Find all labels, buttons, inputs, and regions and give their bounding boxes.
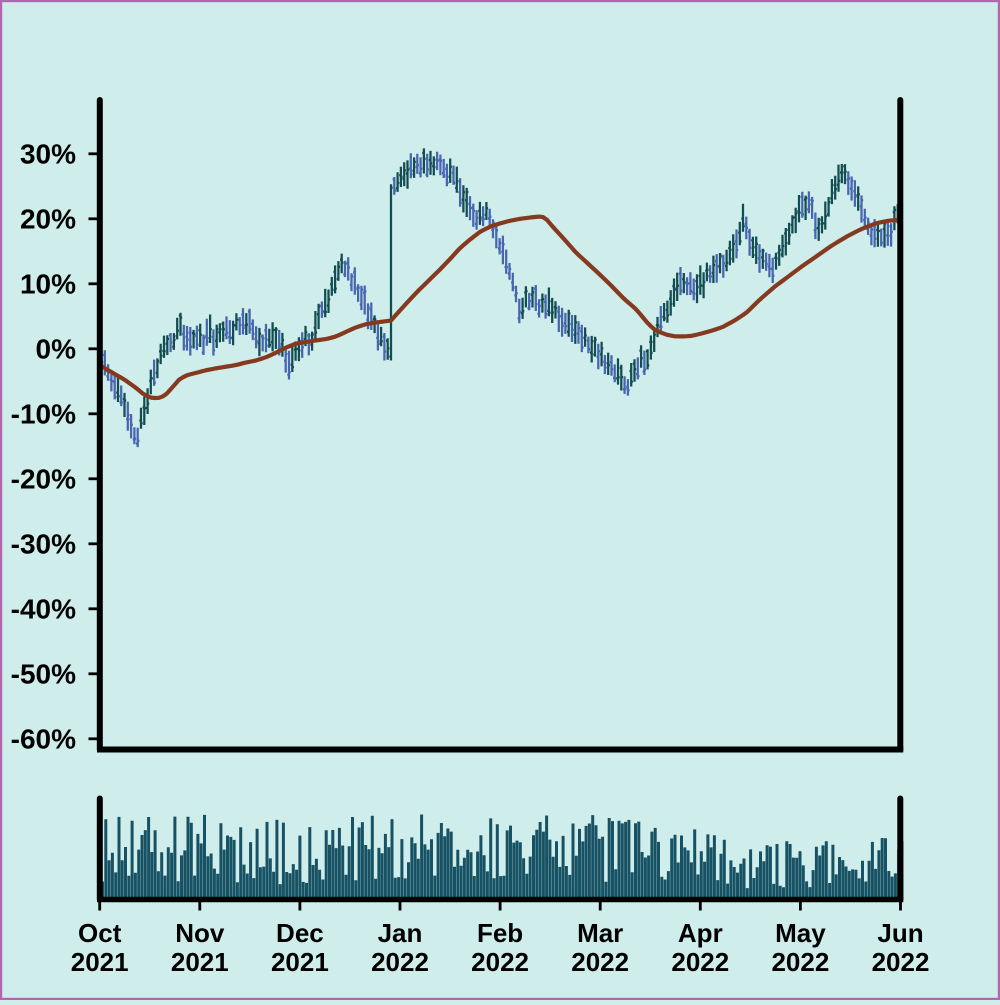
svg-text:2021: 2021 (271, 947, 329, 977)
svg-text:2022: 2022 (571, 947, 629, 977)
svg-text:-10%: -10% (11, 399, 76, 430)
svg-text:Feb: Feb (477, 918, 523, 948)
svg-text:-20%: -20% (11, 464, 76, 495)
svg-text:-60%: -60% (11, 724, 76, 755)
svg-text:10%: 10% (20, 269, 76, 300)
svg-text:Jan: Jan (378, 918, 423, 948)
svg-text:Oct: Oct (78, 918, 122, 948)
svg-text:Dec: Dec (276, 918, 324, 948)
svg-text:2021: 2021 (71, 947, 129, 977)
svg-text:2021: 2021 (171, 947, 229, 977)
svg-text:Mar: Mar (577, 918, 623, 948)
svg-text:-50%: -50% (11, 659, 76, 690)
svg-text:30%: 30% (20, 139, 76, 170)
svg-text:2022: 2022 (872, 947, 930, 977)
svg-text:May: May (775, 918, 826, 948)
svg-text:0%: 0% (36, 334, 77, 365)
svg-text:2022: 2022 (671, 947, 729, 977)
svg-text:Nov: Nov (175, 918, 225, 948)
svg-text:-30%: -30% (11, 529, 76, 560)
svg-text:20%: 20% (20, 204, 76, 235)
svg-text:2022: 2022 (371, 947, 429, 977)
svg-text:Jun: Jun (877, 918, 923, 948)
svg-text:2022: 2022 (771, 947, 829, 977)
svg-text:2022: 2022 (471, 947, 529, 977)
svg-text:-40%: -40% (11, 594, 76, 625)
svg-text:Apr: Apr (678, 918, 723, 948)
